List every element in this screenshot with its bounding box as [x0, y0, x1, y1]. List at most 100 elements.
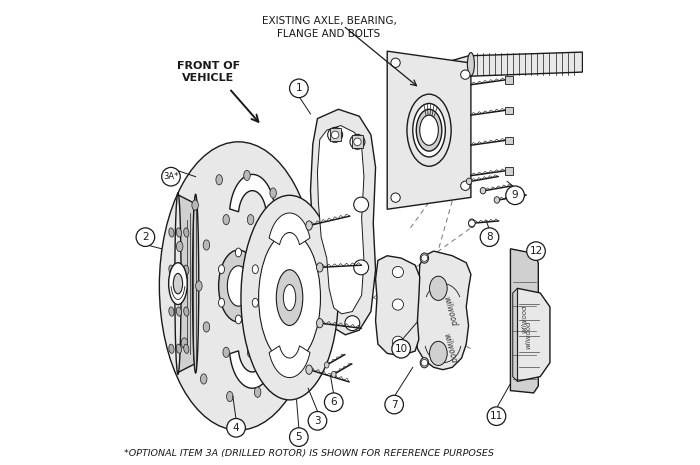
Ellipse shape — [176, 241, 183, 252]
Text: 2: 2 — [142, 232, 148, 242]
Text: 7: 7 — [391, 399, 398, 410]
Ellipse shape — [274, 281, 281, 291]
Ellipse shape — [254, 387, 261, 397]
Ellipse shape — [331, 371, 336, 378]
Ellipse shape — [174, 273, 183, 294]
Text: wilwood: wilwood — [442, 332, 458, 365]
Ellipse shape — [216, 175, 223, 185]
Ellipse shape — [169, 265, 174, 274]
Text: 6: 6 — [330, 397, 337, 407]
Text: FRONT OF
VEHICLE: FRONT OF VEHICLE — [176, 61, 239, 83]
Ellipse shape — [183, 344, 189, 353]
Circle shape — [290, 428, 308, 446]
Ellipse shape — [468, 53, 475, 76]
Ellipse shape — [218, 299, 225, 307]
Circle shape — [392, 266, 403, 278]
Polygon shape — [269, 346, 310, 378]
Ellipse shape — [169, 344, 174, 353]
Ellipse shape — [466, 178, 472, 185]
Text: 12: 12 — [529, 246, 542, 256]
Text: 9: 9 — [512, 190, 519, 200]
Text: wilwood: wilwood — [526, 320, 532, 349]
Ellipse shape — [228, 266, 249, 306]
Ellipse shape — [416, 109, 442, 151]
Polygon shape — [311, 109, 376, 335]
Circle shape — [421, 255, 428, 261]
Ellipse shape — [244, 170, 250, 180]
Ellipse shape — [430, 341, 447, 365]
Ellipse shape — [176, 344, 181, 353]
Circle shape — [391, 193, 400, 202]
Ellipse shape — [306, 365, 312, 374]
Circle shape — [526, 242, 545, 260]
Ellipse shape — [267, 322, 274, 332]
Ellipse shape — [203, 240, 210, 250]
Circle shape — [391, 58, 400, 67]
FancyBboxPatch shape — [505, 167, 513, 174]
Ellipse shape — [252, 265, 258, 273]
Polygon shape — [230, 351, 275, 388]
Circle shape — [331, 131, 339, 139]
Circle shape — [350, 134, 365, 149]
FancyBboxPatch shape — [505, 106, 513, 114]
Circle shape — [354, 260, 369, 275]
Polygon shape — [269, 213, 310, 245]
Ellipse shape — [227, 392, 233, 402]
Ellipse shape — [169, 263, 188, 305]
Ellipse shape — [284, 285, 295, 311]
Text: 8: 8 — [486, 232, 493, 242]
Polygon shape — [230, 174, 275, 212]
Circle shape — [468, 220, 475, 226]
Ellipse shape — [270, 188, 276, 198]
Circle shape — [227, 418, 246, 437]
Ellipse shape — [192, 200, 198, 210]
Ellipse shape — [294, 320, 300, 331]
Circle shape — [328, 127, 342, 142]
Circle shape — [461, 181, 470, 191]
Polygon shape — [376, 256, 420, 356]
Ellipse shape — [223, 214, 230, 225]
Text: 1: 1 — [295, 83, 302, 93]
Ellipse shape — [267, 240, 274, 250]
Polygon shape — [450, 52, 582, 144]
Text: *OPTIONAL ITEM 3A (DRILLED ROTOR) IS SHOWN FOR REFERENCE PURPOSES: *OPTIONAL ITEM 3A (DRILLED ROTOR) IS SHO… — [125, 449, 494, 458]
Ellipse shape — [169, 307, 174, 316]
Text: EXISTING AXLE, BEARING,
FLANGE AND BOLTS: EXISTING AXLE, BEARING, FLANGE AND BOLTS — [262, 16, 396, 39]
Circle shape — [354, 138, 361, 146]
FancyBboxPatch shape — [352, 135, 363, 148]
Ellipse shape — [430, 276, 447, 300]
Text: 3: 3 — [314, 416, 321, 426]
Ellipse shape — [235, 315, 241, 324]
FancyBboxPatch shape — [505, 76, 513, 84]
Circle shape — [487, 407, 506, 425]
Ellipse shape — [203, 322, 210, 332]
Circle shape — [506, 186, 524, 205]
Ellipse shape — [420, 358, 428, 368]
Polygon shape — [512, 288, 517, 381]
Text: 3A*: 3A* — [163, 172, 179, 181]
Circle shape — [392, 299, 403, 310]
Polygon shape — [387, 51, 471, 209]
Ellipse shape — [258, 232, 321, 363]
FancyBboxPatch shape — [505, 137, 513, 144]
Polygon shape — [517, 288, 550, 381]
Ellipse shape — [468, 219, 475, 227]
Ellipse shape — [169, 228, 174, 237]
Text: 4: 4 — [233, 423, 239, 433]
Ellipse shape — [195, 281, 202, 291]
Ellipse shape — [200, 374, 207, 384]
Circle shape — [421, 359, 428, 366]
Circle shape — [345, 316, 360, 331]
Circle shape — [324, 393, 343, 412]
Text: wilwood: wilwood — [442, 295, 458, 328]
Ellipse shape — [420, 253, 428, 263]
Ellipse shape — [480, 187, 486, 194]
Circle shape — [480, 228, 499, 246]
FancyBboxPatch shape — [330, 128, 341, 141]
Polygon shape — [415, 251, 471, 370]
Ellipse shape — [247, 214, 254, 225]
Text: wilwood: wilwood — [522, 304, 527, 333]
Ellipse shape — [183, 307, 189, 316]
Ellipse shape — [420, 115, 438, 146]
Polygon shape — [317, 126, 364, 314]
